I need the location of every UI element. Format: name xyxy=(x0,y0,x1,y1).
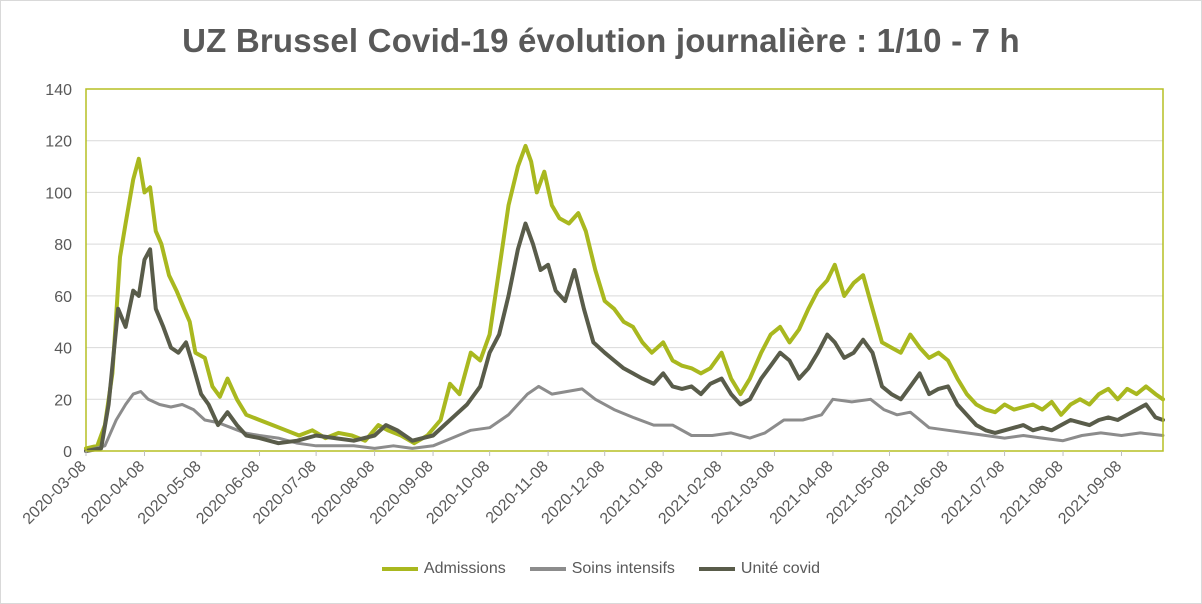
y-tick-label: 120 xyxy=(45,134,72,151)
legend-swatch-admissions xyxy=(381,567,418,571)
y-tick-label: 20 xyxy=(54,392,72,409)
series-line-2 xyxy=(84,221,1165,453)
x-axis-ticks: 2020-03-082020-04-082020-05-082020-06-08… xyxy=(20,451,1125,528)
y-tick-label: 80 xyxy=(54,237,72,254)
x-tick-label: 2021-09-08 xyxy=(1055,458,1125,528)
legend-item-admissions: Admissions xyxy=(381,560,506,578)
y-tick-label: 100 xyxy=(45,185,72,202)
legend-item-soins-intensifs: Soins intensifs xyxy=(529,560,675,578)
chart-title: UZ Brussel Covid-19 évolution journalièr… xyxy=(182,22,1020,59)
plot-area-border xyxy=(85,88,1164,452)
legend-swatch-soins-intensifs xyxy=(529,567,566,571)
y-tick-label: 60 xyxy=(54,289,72,306)
axes xyxy=(85,88,1164,452)
legend-label-admissions: Admissions xyxy=(423,560,506,577)
legend-item-unite-covid: Unité covid xyxy=(698,560,821,578)
y-tick-label: 0 xyxy=(63,444,72,461)
y-tick-label: 140 xyxy=(45,82,72,99)
series-line-1 xyxy=(84,384,1165,453)
gridlines xyxy=(86,140,1163,400)
legend-label-unite-covid: Unité covid xyxy=(740,560,821,577)
series-lines xyxy=(84,143,1165,453)
y-axis-ticks: 0 20 40 60 80 100 120 140 xyxy=(45,82,72,461)
y-tick-label: 40 xyxy=(54,341,72,358)
series-line-0 xyxy=(84,143,1165,451)
legend-swatch-unite-covid xyxy=(698,567,735,571)
legend-label-soins-intensifs: Soins intensifs xyxy=(571,560,675,577)
legend: Admissions Soins intensifs Unité covid xyxy=(0,560,1202,578)
